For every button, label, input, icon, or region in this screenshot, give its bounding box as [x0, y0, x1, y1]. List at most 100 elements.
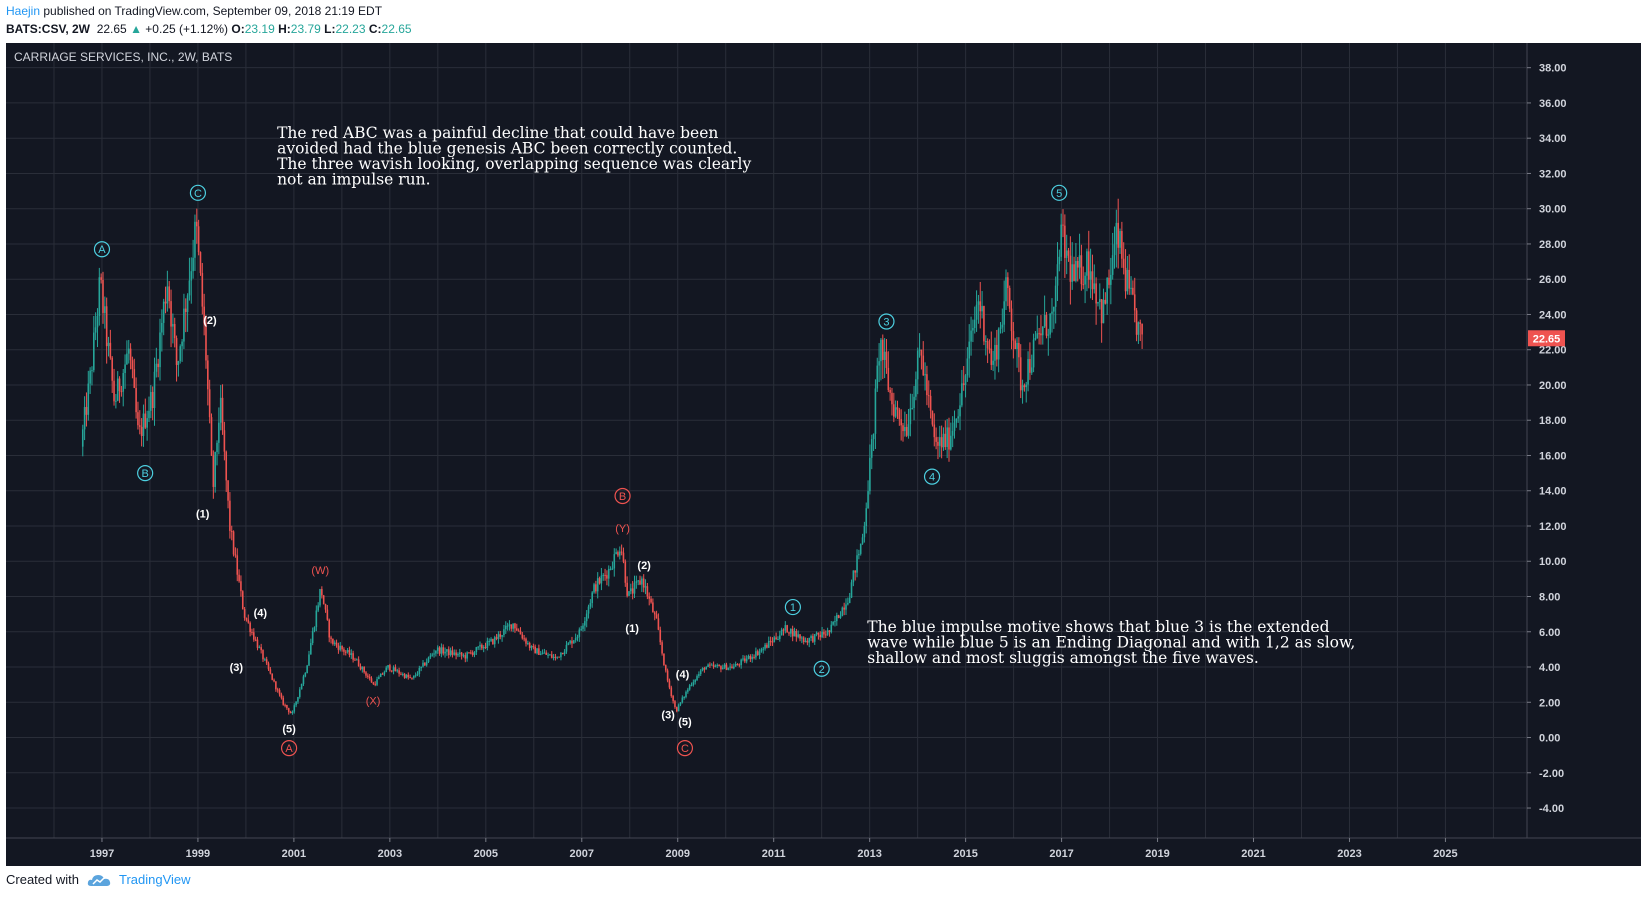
price-tick-label: 12.00	[1539, 521, 1567, 533]
candle-body	[937, 441, 939, 446]
candle-body	[508, 624, 511, 626]
candle-body	[429, 655, 432, 658]
candle-body	[322, 595, 325, 605]
candle-body	[996, 344, 998, 360]
candle-body	[471, 652, 474, 655]
candle-body	[190, 271, 193, 281]
candle-body	[300, 683, 303, 690]
candle-body	[880, 339, 882, 362]
candle-body	[782, 629, 785, 631]
candle-body	[701, 668, 704, 671]
candle-body	[363, 666, 365, 673]
wave-label: C	[681, 743, 689, 755]
price-tick-label: 32.00	[1539, 168, 1567, 180]
candle-body	[389, 665, 391, 671]
candle-body	[352, 653, 354, 660]
candle-body	[1054, 285, 1057, 307]
candle-body	[633, 582, 636, 594]
candle-body	[637, 580, 639, 582]
candle-body	[584, 621, 586, 626]
wave-label-circle	[923, 468, 941, 485]
candle-body	[986, 341, 989, 349]
price-tick-label: 20.00	[1539, 380, 1567, 392]
candle-body	[1141, 323, 1143, 335]
candle-body	[1001, 324, 1004, 328]
candle-body	[256, 639, 259, 648]
candle-body	[473, 652, 476, 655]
time-tick-label: 2009	[665, 848, 689, 860]
candle-body	[481, 644, 483, 649]
candle-body	[447, 649, 450, 656]
price-tick-label: 6.00	[1539, 627, 1560, 639]
wave-label: B	[141, 468, 148, 480]
candle-body	[836, 615, 838, 622]
candle-body	[126, 353, 128, 365]
candle-body	[981, 306, 983, 312]
candle-body	[89, 370, 91, 384]
candle-body	[718, 665, 720, 667]
candle-body	[904, 426, 906, 432]
candle-body	[392, 667, 395, 672]
candle-body	[137, 412, 139, 426]
author-link[interactable]: Haejin	[6, 4, 41, 18]
candle-body	[650, 598, 652, 603]
candle-body	[676, 707, 678, 712]
candle-body	[554, 656, 557, 658]
candle-body	[990, 348, 993, 365]
candle-body	[241, 591, 244, 610]
tradingview-link[interactable]: TradingView	[118, 872, 191, 887]
candle-body	[916, 350, 919, 380]
candle-body	[848, 597, 851, 604]
candle-body	[740, 659, 742, 666]
candle-body	[1003, 301, 1005, 325]
candle-body	[497, 634, 500, 639]
candle-body	[1043, 314, 1046, 327]
candle-body	[999, 327, 1002, 329]
price-tick-label: 18.00	[1539, 415, 1567, 427]
candle-body	[1016, 342, 1018, 350]
candle-body	[1082, 284, 1085, 286]
candle-body	[181, 341, 183, 347]
candle-body	[197, 226, 200, 253]
wave-label: (4)	[676, 669, 690, 681]
candle-body	[310, 643, 312, 655]
candle-body	[1025, 384, 1028, 388]
time-tick-label: 2003	[378, 848, 402, 860]
candle-body	[254, 639, 257, 641]
candle-body	[479, 644, 481, 647]
candle-body	[541, 652, 544, 654]
candle-body	[758, 651, 761, 656]
candle-body	[856, 555, 858, 573]
candle-body	[872, 433, 875, 440]
candle-body	[604, 574, 606, 576]
candle-body	[788, 632, 790, 634]
candle-body	[350, 653, 353, 655]
candle-body	[845, 604, 847, 610]
candle-body	[828, 630, 831, 633]
price-tick-label: 10.00	[1539, 556, 1567, 568]
candle-body	[973, 319, 976, 328]
candle-body	[994, 344, 996, 361]
candle-body	[390, 670, 393, 672]
candle-body	[403, 673, 406, 678]
candle-body	[962, 383, 965, 386]
candle-body	[922, 355, 925, 376]
wave-label-circle	[676, 739, 694, 757]
candle-body	[797, 634, 799, 637]
candle-body	[907, 424, 910, 436]
candle-body	[843, 607, 845, 610]
price-axis-panel[interactable]	[1527, 43, 1641, 866]
candle-body	[409, 677, 411, 679]
price-chart[interactable]: 38.0036.0034.0032.0030.0028.0026.0024.00…	[6, 43, 1641, 866]
candle-body	[1010, 308, 1013, 332]
candle-body	[1084, 275, 1086, 285]
candle-body	[881, 339, 884, 360]
candle-body	[821, 631, 823, 638]
candle-body	[230, 530, 233, 532]
candle-body	[959, 405, 961, 417]
candle-body	[462, 655, 465, 657]
time-tick-label: 1997	[90, 848, 114, 860]
annotation-line: The red ABC was a painful decline that c…	[277, 124, 718, 142]
candle-body	[950, 435, 952, 450]
candle-body	[401, 673, 404, 675]
